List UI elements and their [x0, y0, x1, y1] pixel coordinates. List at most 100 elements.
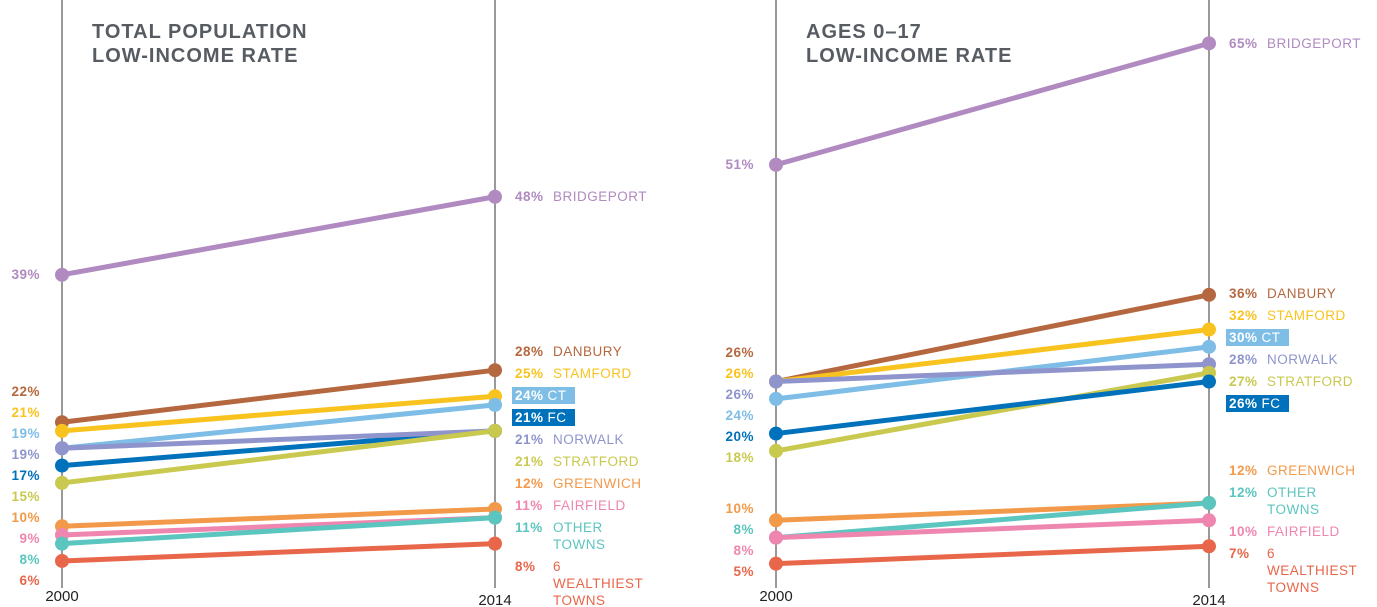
point [1202, 539, 1216, 554]
value-label: 30% [1229, 329, 1258, 345]
series-name: STAMFORD [553, 366, 632, 382]
value-label: 11% [515, 498, 543, 514]
point [769, 530, 783, 545]
end-label: 28% NORWALK [1229, 351, 1338, 368]
series-name: GREENWICH [553, 476, 642, 492]
point [1202, 287, 1216, 302]
point [1202, 36, 1216, 51]
slope-line [61, 428, 496, 486]
end-label: 32% STAMFORD [1229, 307, 1346, 324]
end-label: 12% GREENWICH [1229, 462, 1356, 479]
value-label: 10% [1229, 523, 1258, 539]
point [769, 443, 783, 458]
point [488, 397, 502, 412]
series-name: FAIRFIELD [553, 498, 626, 514]
chart-title: TOTAL POPULATION LOW-INCOME RATE [92, 21, 308, 67]
slope-line [775, 40, 1210, 168]
series-name: DANBURY [1267, 285, 1337, 301]
point [488, 423, 502, 438]
start-label: 6% [19, 572, 40, 589]
value-label: 9% [19, 531, 40, 547]
end-label: 11% FAIRFIELD [515, 497, 626, 514]
start-label: 26% [725, 386, 754, 403]
end-label: 21% FC [512, 409, 575, 427]
point [1202, 374, 1216, 389]
start-label: 26% [725, 344, 754, 361]
end-label: 21% NORWALK [515, 431, 624, 448]
start-label: 22% [11, 383, 40, 400]
point [488, 363, 502, 378]
series-name: BRIDGEPORT [553, 189, 648, 205]
slope-line [775, 500, 1210, 523]
value-label: 8% [733, 542, 754, 558]
value-label: 28% [1229, 351, 1258, 367]
value-label: 10% [725, 500, 754, 516]
value-label: 21% [11, 405, 40, 421]
series-name: STAMFORD [1267, 307, 1346, 323]
value-label: 19% [11, 447, 40, 463]
end-label: 21% STRATFORD [515, 453, 639, 470]
series-name: OTHER TOWNS [553, 520, 606, 553]
end-label: 8% 6 WEALTHIEST TOWNS [515, 558, 653, 607]
point [769, 426, 783, 441]
value-label: 15% [11, 489, 40, 505]
series-name: CT [547, 388, 567, 404]
end-label: 7% 6 WEALTHIEST TOWNS [1229, 545, 1367, 596]
point [1202, 322, 1216, 337]
value-label: 22% [11, 384, 40, 400]
end-label: 10% FAIRFIELD [1229, 523, 1340, 540]
end-label: 28% DANBURY [515, 343, 622, 360]
series-name: NORWALK [1267, 351, 1339, 367]
series-name: FAIRFIELD [1267, 523, 1340, 539]
value-label: 26% [725, 386, 754, 402]
value-label: 8% [19, 552, 40, 568]
value-label: 5% [733, 563, 754, 579]
slope-line [775, 292, 1210, 384]
value-label: 25% [515, 366, 544, 382]
x-tick-label: 2014 [478, 592, 512, 607]
point [769, 374, 783, 389]
point [55, 475, 69, 490]
start-label: 19% [11, 425, 40, 442]
point [1202, 339, 1216, 354]
point [769, 391, 783, 406]
end-label: 30% CT [1226, 328, 1289, 346]
end-label: 12% GREENWICH [515, 475, 642, 492]
series-name: GREENWICH [1267, 462, 1356, 478]
slope-line [775, 543, 1210, 567]
end-label: 48% BRIDGEPORT [515, 188, 647, 205]
start-label: 8% [733, 542, 754, 559]
value-label: 27% [1229, 373, 1258, 389]
slope-line [61, 506, 496, 529]
value-label: 12% [515, 476, 544, 492]
series-name: STRATFORD [553, 454, 639, 470]
slope-line [61, 402, 496, 451]
series-name: STRATFORD [1267, 373, 1353, 389]
start-label: 8% [19, 551, 40, 568]
start-label: 8% [733, 521, 754, 538]
point [488, 536, 502, 551]
slope-line [775, 379, 1210, 437]
start-label: 17% [11, 467, 40, 484]
end-label: 12% OTHER TOWNS [1229, 484, 1367, 518]
start-label: 10% [11, 509, 40, 526]
slope-line [61, 367, 496, 425]
end-label: 27% STRATFORD [1229, 373, 1353, 390]
end-label: 25% STAMFORD [515, 365, 632, 382]
start-label: 24% [725, 407, 754, 424]
start-label: 15% [11, 488, 40, 505]
x-tick-label: 2000 [759, 588, 793, 605]
slope-line [61, 194, 496, 278]
slope-line [61, 515, 496, 547]
point [769, 556, 783, 571]
series-name: 6 WEALTHIEST TOWNS [553, 559, 644, 607]
start-label: 39% [11, 266, 40, 283]
point [55, 423, 69, 438]
point [488, 510, 502, 525]
series-name: DANBURY [553, 344, 623, 360]
end-label: 24% CT [512, 387, 575, 405]
value-label: 8% [733, 521, 754, 537]
value-label: 24% [725, 407, 754, 423]
